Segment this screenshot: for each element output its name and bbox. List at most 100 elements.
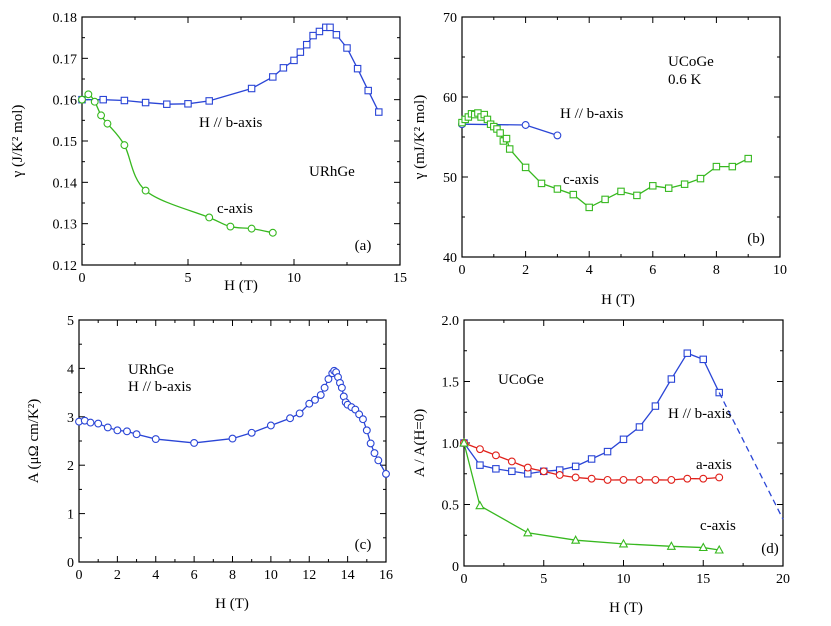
panel-c-label: (c): [355, 537, 372, 553]
panel-c-xtick-label: 12: [302, 568, 316, 583]
panel-c-xtick-label: 6: [191, 568, 198, 583]
panel-d-ylabel: A / A(H=0): [412, 409, 428, 477]
panel-c-ytick-label: 1: [67, 508, 74, 523]
panel-b-xlabel: H (T): [601, 292, 635, 308]
panel-a-point-c-axis: [84, 90, 93, 99]
panel-c-point-h-b-axis: [305, 399, 314, 408]
panel-d-point-h-b-axis: [603, 447, 612, 456]
panel-c-point-h-b-axis: [113, 426, 122, 435]
panel-d-point-h-b-axis: [587, 455, 596, 463]
panel-c-xtick-label: 8: [229, 568, 236, 583]
panel-d-point-h-b-axis: [619, 435, 628, 444]
panel-d-point-a-axis: [603, 475, 612, 484]
panel-d-annot-ucoge: UCoGe: [498, 372, 544, 388]
panel-b-point-c-axis: [601, 195, 609, 204]
panel-b-xtick-label: 0: [459, 263, 466, 278]
panel-a-annot-urhge: URhGe: [309, 164, 355, 180]
panel-d-point-h-b-axis: [492, 465, 500, 473]
panel-d-point-a-axis: [667, 475, 676, 484]
panel-a-point-c-axis: [90, 97, 99, 106]
panel-d-point-h-b-axis: [651, 402, 660, 410]
panel-a-point-c-axis: [247, 224, 256, 233]
panel-b-annot-c-axis: c-axis: [563, 172, 599, 188]
panel-a-point-h-b-axis: [141, 98, 150, 107]
panel-d-series-line-h-b-axis-extrapolation: [718, 392, 784, 520]
panel-d-label: (d): [761, 541, 779, 557]
panel-b-annot-b-axis: H // b-axis: [560, 106, 623, 122]
panel-d: 0 5 10 15 20 0 0.5 1.0 1.5 2.0 H (T) A / A(H=0) (…: [412, 314, 790, 616]
panel-c-annot-b-axis: H // b-axis: [128, 379, 191, 395]
panel-a-point-h-b-axis: [302, 40, 311, 49]
panel-b-point-c-axis: [502, 134, 511, 143]
panel-a-ytick-label: 0.18: [53, 11, 78, 26]
panel-d-point-h-b-axis: [571, 462, 580, 471]
panel-a-xtick-label: 10: [287, 271, 301, 286]
panel-b-point-c-axis: [664, 184, 673, 192]
panel-b-xtick-label: 2: [522, 263, 529, 278]
panel-a-ylabel: γ (J/K² mol): [10, 105, 26, 179]
panel-c-annot-urhge: URhGe: [128, 362, 174, 378]
panel-d-point-c-axis: [698, 542, 708, 552]
panel-a-ticks: 0 5 10 15 0.12 0.13 0.14 0.15 0.16 0.17 0.18: [53, 11, 408, 286]
panel-b-xtick-label: 8: [713, 263, 720, 278]
panel-b-point-c-axis: [728, 162, 737, 171]
panel-c-xtick-label: 2: [114, 568, 121, 583]
panel-b-point-c-axis: [553, 185, 562, 193]
panel-c-ytick-label: 0: [67, 556, 74, 571]
panel-d-xtick-label: 5: [540, 572, 547, 587]
panel-b-ytick-label: 70: [443, 11, 457, 26]
panel-a-ytick-label: 0.13: [53, 218, 78, 233]
panel-d-point-c-axis: [666, 541, 677, 550]
panel-b-point-c-axis: [712, 162, 721, 171]
panel-b-ticks: 0 2 4 6 8 10 40 50 60 70: [443, 11, 787, 278]
panel-c-point-h-b-axis: [94, 419, 103, 428]
panel-d-xtick-label: 10: [617, 572, 631, 587]
panel-b-point-c-axis: [633, 191, 641, 200]
panel-d-point-a-axis: [539, 467, 548, 476]
panel-a-point-c-axis: [97, 111, 106, 120]
panel-b-label: (b): [747, 231, 765, 247]
panel-a-point-h-b-axis: [290, 56, 298, 65]
panel-c-point-h-b-axis: [86, 418, 95, 427]
panel-b-point-c-axis: [680, 180, 689, 188]
panel-d-ytick-label: 2.0: [442, 314, 460, 329]
panel-a-point-c-axis: [78, 95, 86, 104]
panel-c-point-h-b-axis: [151, 435, 160, 444]
panel-a-series-line-h-b-axis: [82, 26, 380, 113]
panel-a: 0 5 10 15 0.12 0.13 0.14 0.15 0.16 0.17 0.18 H (T)…: [10, 11, 407, 294]
panel-d-annot-c-axis: c-axis: [700, 518, 736, 534]
panel-b-point-c-axis: [617, 187, 625, 196]
panel-c-point-h-b-axis: [316, 391, 325, 399]
panel-d-point-h-b-axis: [635, 423, 644, 431]
panel-d-ytick-label: 0: [452, 560, 459, 575]
panel-d-series: [459, 349, 784, 554]
panel-d-point-a-axis: [587, 474, 596, 483]
panel-d-point-h-b-axis: [508, 467, 516, 476]
panel-a-annot-b-axis: H // b-axis: [199, 115, 262, 131]
panel-d-point-c-axis: [618, 538, 629, 548]
panel-a-point-h-b-axis: [326, 23, 334, 32]
panel-c-xtick-label: 4: [152, 568, 159, 583]
panel-d-xtick-label: 15: [696, 572, 710, 587]
panel-d-point-h-b-axis: [667, 375, 676, 383]
panel-b-point-c-axis: [496, 129, 504, 137]
panel-a-point-h-b-axis: [184, 100, 192, 108]
panel-a-point-h-b-axis: [296, 48, 305, 56]
panel-d-point-a-axis: [683, 474, 692, 483]
panel-a-point-c-axis: [226, 222, 235, 231]
panel-d-point-a-axis: [491, 451, 500, 460]
panel-a-point-h-b-axis: [269, 73, 277, 81]
panel-b-annot-temp: 0.6 K: [668, 72, 702, 88]
panel-c-point-h-b-axis: [228, 434, 237, 443]
panel-b-ytick-label: 40: [443, 251, 457, 266]
panel-d-xtick-label: 20: [776, 572, 790, 587]
panel-d-point-a-axis: [571, 473, 580, 482]
panel-a-xtick-label: 15: [393, 271, 407, 286]
panel-d-point-a-axis: [555, 471, 564, 479]
panel-b-point-c-axis: [744, 154, 752, 163]
panel-d-xlabel: H (T): [609, 600, 643, 616]
panel-c-point-h-b-axis: [382, 469, 390, 478]
